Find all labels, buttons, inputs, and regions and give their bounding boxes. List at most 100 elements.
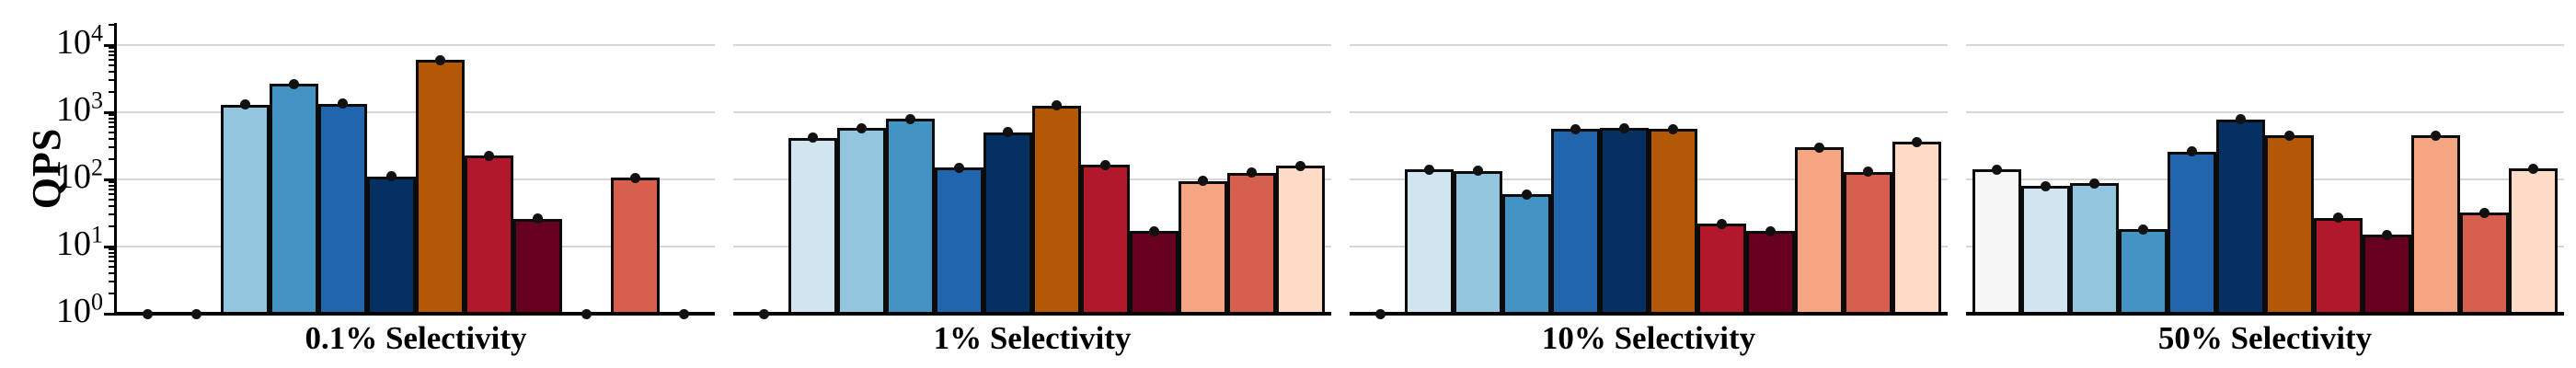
- bar: [1130, 231, 1179, 314]
- y-minor-tick: [109, 47, 114, 50]
- y-tick-label-10e2: 102: [56, 154, 103, 196]
- bar: [1551, 129, 1600, 314]
- bar: [1502, 194, 1551, 314]
- data-point-marker: [386, 171, 397, 182]
- data-point-marker: [1247, 167, 1257, 178]
- bar: [416, 60, 465, 314]
- bar: [1081, 165, 1130, 314]
- subplot-title: 10% Selectivity: [1541, 320, 1756, 356]
- data-point-marker: [1570, 123, 1581, 134]
- bar: [1032, 105, 1081, 314]
- bar: [2021, 186, 2070, 314]
- subplot-title: 1% Selectivity: [933, 320, 1132, 356]
- y-axis-spine: [114, 23, 117, 316]
- y-minor-tick: [109, 138, 114, 141]
- y-tick-label-10e1: 101: [56, 221, 103, 263]
- y-minor-tick: [109, 118, 114, 121]
- y-tick-label-10e3: 103: [56, 86, 103, 129]
- y-minor-tick: [109, 193, 114, 196]
- y-minor-tick: [109, 260, 114, 263]
- bar: [367, 176, 416, 314]
- y-minor-tick: [109, 121, 114, 124]
- subplot-0.1-percent-selectivity: 0.1% Selectivity: [104, 0, 715, 368]
- bar: [1746, 231, 1795, 314]
- bar: [2314, 217, 2363, 314]
- gridline-10e3: [1350, 111, 1948, 113]
- y-major-tick: [104, 178, 114, 181]
- data-point-marker: [857, 122, 867, 133]
- gridline-10e3: [1966, 111, 2564, 113]
- y-minor-tick: [109, 146, 114, 149]
- data-point-marker: [2041, 180, 2051, 191]
- data-point-marker: [2284, 130, 2294, 141]
- data-point-marker: [1375, 308, 1386, 319]
- data-point-marker: [143, 308, 153, 319]
- data-point-marker: [1473, 165, 1483, 176]
- bar: [788, 137, 837, 314]
- y-minor-tick: [109, 281, 114, 283]
- subplot-title: 0.1% Selectivity: [305, 320, 527, 356]
- y-tick-label-10e4: 104: [56, 19, 103, 62]
- data-point-marker: [2089, 178, 2099, 189]
- y-major-tick: [104, 245, 114, 248]
- data-point-marker: [2528, 163, 2538, 174]
- plot-area: [1966, 23, 2564, 316]
- bar: [318, 103, 367, 314]
- y-minor-tick: [109, 79, 114, 82]
- data-point-marker: [1149, 225, 1159, 236]
- gridline-10e4: [117, 44, 715, 46]
- data-point-marker: [1198, 176, 1208, 187]
- bar: [1454, 170, 1502, 314]
- bar: [221, 104, 270, 314]
- y-major-tick: [104, 312, 114, 316]
- data-point-marker: [759, 308, 769, 319]
- y-minor-tick: [109, 54, 114, 57]
- gridline-10e4: [733, 44, 1331, 46]
- bar: [886, 119, 935, 314]
- y-minor-tick: [109, 256, 114, 259]
- y-minor-tick: [109, 225, 114, 228]
- plot-area: [104, 23, 715, 319]
- data-point-marker: [2382, 229, 2392, 240]
- y-minor-tick: [109, 126, 114, 129]
- data-point-marker: [1814, 142, 1824, 153]
- x-axis-spine: [117, 312, 715, 316]
- data-point-marker: [1052, 100, 1062, 111]
- y-minor-tick: [109, 131, 114, 133]
- data-point-marker: [484, 150, 494, 161]
- data-point-marker: [533, 213, 543, 224]
- bar: [2363, 235, 2411, 314]
- y-minor-tick: [109, 213, 114, 216]
- bar: [1844, 171, 1892, 314]
- data-point-marker: [338, 98, 348, 109]
- bar: [1179, 180, 1227, 314]
- subplot-title: 50% Selectivity: [2157, 320, 2373, 356]
- bar: [2216, 119, 2265, 314]
- data-point-marker: [191, 308, 201, 319]
- data-point-marker: [679, 308, 689, 319]
- y-tick-label-10e0: 100: [56, 288, 103, 330]
- plot-area: [1350, 23, 1948, 319]
- data-point-marker: [2479, 207, 2490, 218]
- data-point-marker: [808, 132, 818, 143]
- gridline-10e4: [1350, 44, 1948, 46]
- data-point-marker: [2333, 213, 2343, 223]
- y-minor-tick: [109, 265, 114, 268]
- bar: [983, 132, 1032, 314]
- y-minor-tick: [109, 198, 114, 201]
- y-minor-tick: [109, 252, 114, 255]
- y-minor-tick: [109, 158, 114, 161]
- data-point-marker: [435, 54, 445, 65]
- y-major-tick: [104, 43, 114, 47]
- data-point-marker: [630, 172, 640, 183]
- data-point-marker: [2187, 146, 2197, 157]
- bar: [2411, 135, 2460, 314]
- data-point-marker: [581, 308, 592, 319]
- data-point-marker: [1100, 159, 1110, 170]
- y-minor-tick: [109, 293, 114, 295]
- y-minor-tick: [109, 272, 114, 275]
- subplot-1-percent-selectivity: 1% Selectivity: [733, 0, 1331, 368]
- bar: [1600, 128, 1649, 314]
- x-axis-spine: [733, 312, 1331, 316]
- data-point-marker: [1295, 160, 1305, 171]
